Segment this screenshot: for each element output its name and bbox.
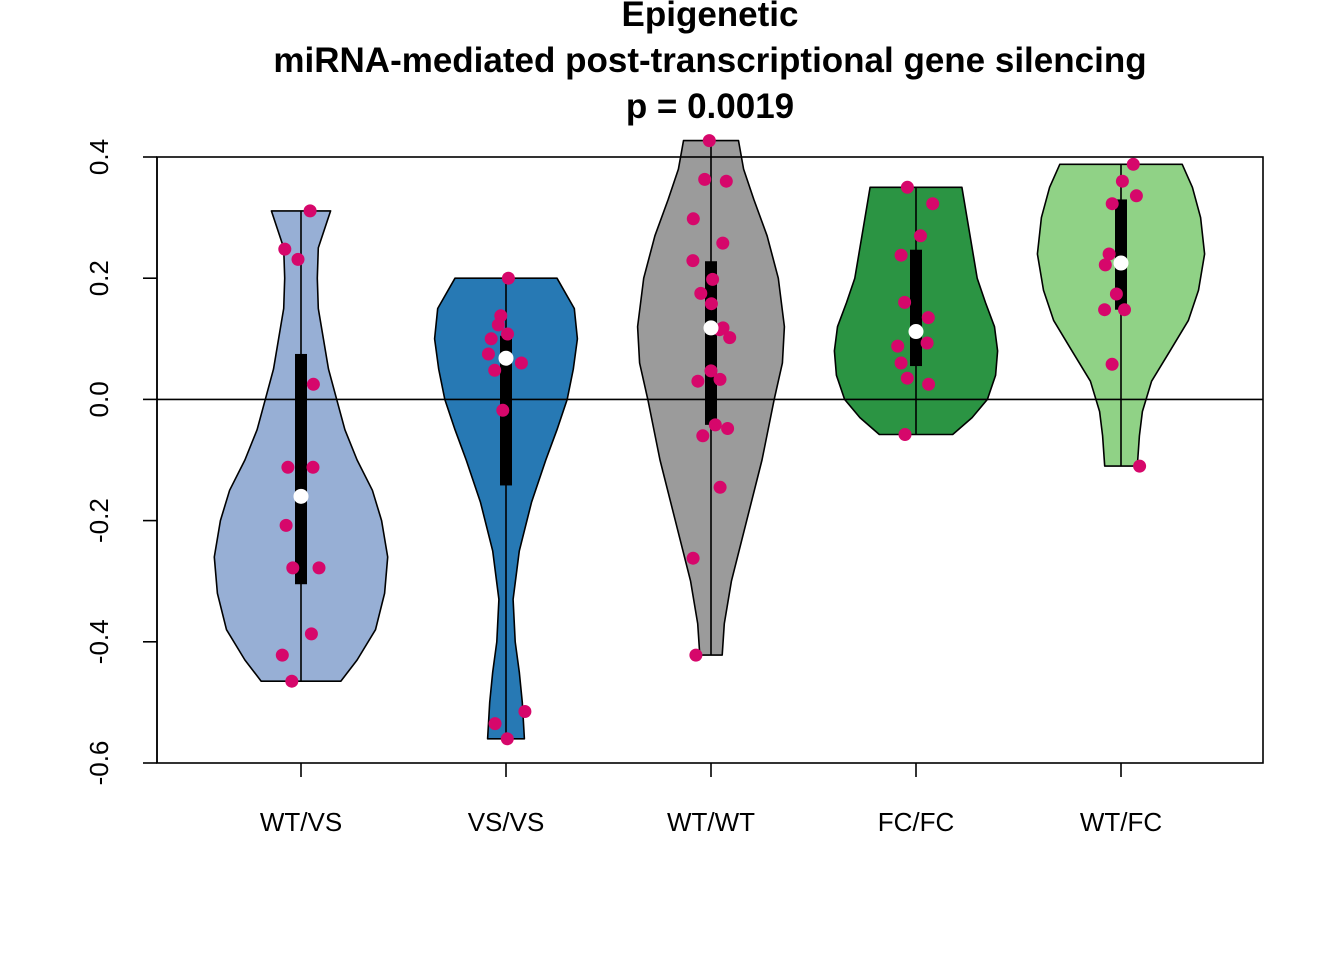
data-point (1133, 459, 1147, 473)
data-point (286, 561, 300, 575)
data-point (1109, 287, 1123, 301)
iqr-box (705, 261, 717, 425)
median-point (908, 324, 924, 340)
chart-title: Epigenetic miRNA-mediated post-transcrip… (273, 0, 1146, 126)
data-point (488, 363, 502, 377)
data-point (926, 197, 940, 211)
data-point (691, 374, 705, 388)
title-line-1: Epigenetic (622, 0, 799, 34)
data-point (306, 377, 320, 391)
data-point (900, 371, 914, 385)
data-point (713, 480, 727, 494)
data-point (278, 242, 292, 256)
data-point (514, 356, 528, 370)
data-point (894, 248, 908, 262)
x-tick-label: WT/VS (260, 807, 342, 837)
data-point (713, 372, 727, 386)
data-point (898, 428, 912, 441)
data-point (1115, 174, 1129, 188)
data-point (922, 377, 936, 391)
median-point (1113, 255, 1129, 271)
data-point (914, 229, 927, 243)
median-point (293, 488, 309, 504)
data-point (303, 204, 317, 218)
data-point (496, 403, 510, 417)
data-point (689, 648, 703, 662)
iqr-box (910, 249, 922, 367)
x-tick-label: VS/VS (468, 807, 545, 837)
data-point (518, 705, 532, 718)
iqr-box (295, 353, 307, 585)
y-tick-label: -0.6 (84, 741, 114, 786)
data-point (716, 236, 730, 250)
data-point (694, 286, 708, 300)
data-point (894, 356, 908, 370)
title-line-2: miRNA-mediated post-transcriptional gene… (273, 41, 1146, 80)
violins-layer (213, 139, 1206, 740)
x-tick-label: WT/WT (667, 807, 755, 837)
box-layer (295, 140, 1127, 739)
data-point (1126, 157, 1140, 171)
title-line-3-p-value: p = 0.0019 (626, 87, 794, 126)
data-point (312, 561, 326, 575)
data-point (501, 271, 515, 285)
data-point (501, 327, 514, 341)
data-point (281, 460, 295, 474)
data-point (285, 674, 299, 688)
data-point (306, 460, 320, 474)
data-point (900, 180, 914, 194)
data-point (279, 518, 293, 532)
y-tick-label: 0.2 (84, 260, 114, 296)
data-point (920, 336, 934, 350)
y-tick-label: 0.0 (84, 381, 114, 417)
data-point (1102, 247, 1116, 261)
axes-layer: WT/VS VS/VS WT/WT FC/FC WT/FC -0.6 -0.4 -0.2 0.0… (84, 139, 1264, 837)
data-point (702, 134, 716, 148)
data-point (488, 717, 502, 731)
data-point (1118, 303, 1131, 317)
data-point (275, 648, 289, 662)
iqr-box (1115, 199, 1127, 310)
median-point (498, 350, 514, 366)
data-point (1105, 357, 1119, 371)
data-point (686, 254, 700, 268)
data-point (921, 311, 935, 325)
data-point (1105, 197, 1119, 211)
median-point (703, 320, 719, 336)
data-point (898, 295, 912, 309)
data-point (723, 331, 737, 345)
data-point (696, 429, 710, 443)
data-point (491, 318, 505, 332)
data-point (706, 272, 720, 286)
data-point (686, 212, 700, 226)
points-layer (275, 134, 1147, 746)
data-point (481, 347, 495, 361)
data-point (484, 332, 498, 346)
data-point (1098, 303, 1112, 317)
data-point (891, 339, 905, 353)
data-point (708, 418, 722, 432)
data-point (704, 297, 718, 311)
data-point (291, 252, 305, 266)
data-point (686, 551, 700, 565)
data-point (721, 422, 735, 435)
data-point (304, 627, 318, 641)
data-point (719, 174, 733, 188)
data-point (698, 172, 712, 186)
data-point (500, 732, 514, 746)
x-tick-label: FC/FC (878, 807, 955, 837)
x-tick-label: WT/FC (1080, 807, 1162, 837)
y-tick-label: 0.4 (84, 139, 114, 175)
y-tick-label: -0.2 (84, 498, 114, 543)
y-tick-label: -0.4 (84, 619, 114, 664)
data-point (1129, 189, 1143, 203)
data-point (704, 364, 718, 378)
data-point (1098, 258, 1112, 272)
